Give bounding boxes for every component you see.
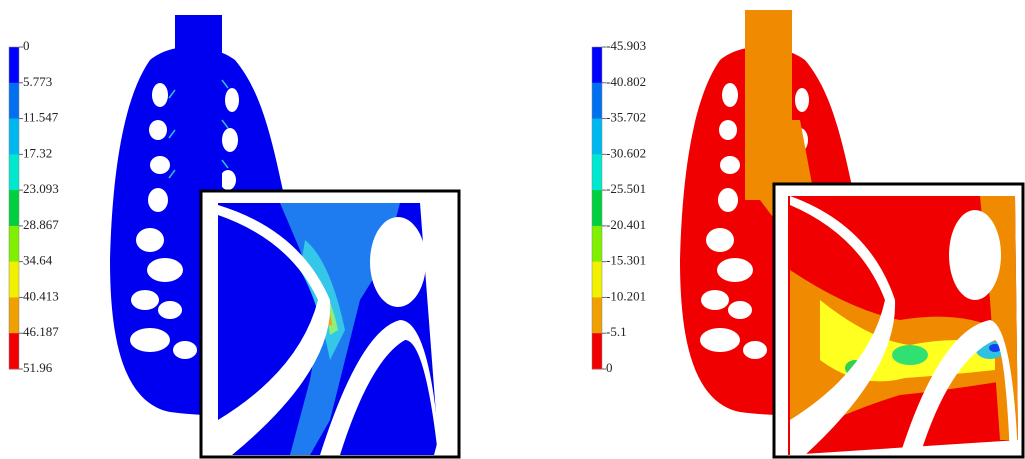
legend-label: 23.093 <box>23 181 59 196</box>
legend-label: 40.413 <box>23 288 59 303</box>
legend-label: -40.802 <box>606 74 646 89</box>
legend-swatch <box>592 297 602 333</box>
figure: 0 5.773 11.547 17.32 23.093 28.867 34.64 40.413… <box>0 0 1025 459</box>
legend-label: 46.187 <box>23 324 59 339</box>
legend-label: -15.301 <box>606 253 646 268</box>
legend-swatch <box>9 154 19 190</box>
legend-label: 0 <box>23 38 30 53</box>
legend-label: -30.602 <box>606 145 646 160</box>
legend-label: 11.547 <box>23 110 59 125</box>
legend-swatch <box>592 226 602 262</box>
legend-swatch <box>9 297 19 333</box>
legend-swatch <box>592 83 602 119</box>
legend-swatch <box>592 154 602 190</box>
legend-label: 51.96 <box>23 360 53 375</box>
legend-swatch <box>9 47 19 83</box>
legend-label: -35.702 <box>606 110 646 125</box>
right-inset <box>774 184 1023 457</box>
left-inset <box>201 191 459 457</box>
legend-label: 0 <box>606 360 613 375</box>
legend-swatch <box>592 190 602 226</box>
legend-swatch <box>592 47 602 83</box>
legend-label: -45.903 <box>606 38 646 53</box>
legend-swatch <box>592 119 602 155</box>
legend-swatch <box>9 226 19 262</box>
legend-swatch <box>9 190 19 226</box>
legend-left: 0 5.773 11.547 17.32 23.093 28.867 34.64 40.413… <box>9 38 59 375</box>
legend-swatch <box>592 333 602 369</box>
legend-label: -20.401 <box>606 217 646 232</box>
legend-swatch <box>9 83 19 119</box>
legend-label: 34.64 <box>23 253 53 268</box>
legend-right: -45.903 -40.802 -35.702 -30.602 -25.501 -20.4… <box>592 38 646 375</box>
legend-label: 5.773 <box>23 74 52 89</box>
legend-label: 28.867 <box>23 217 59 232</box>
legend-swatch <box>9 262 19 298</box>
legend-label: -5.1 <box>606 324 627 339</box>
legend-swatch <box>9 119 19 155</box>
legend-label: -25.501 <box>606 181 646 196</box>
legend-label: 17.32 <box>23 145 52 160</box>
legend-swatch <box>9 333 19 369</box>
legend-label: -10.201 <box>606 288 646 303</box>
legend-swatch <box>592 262 602 298</box>
